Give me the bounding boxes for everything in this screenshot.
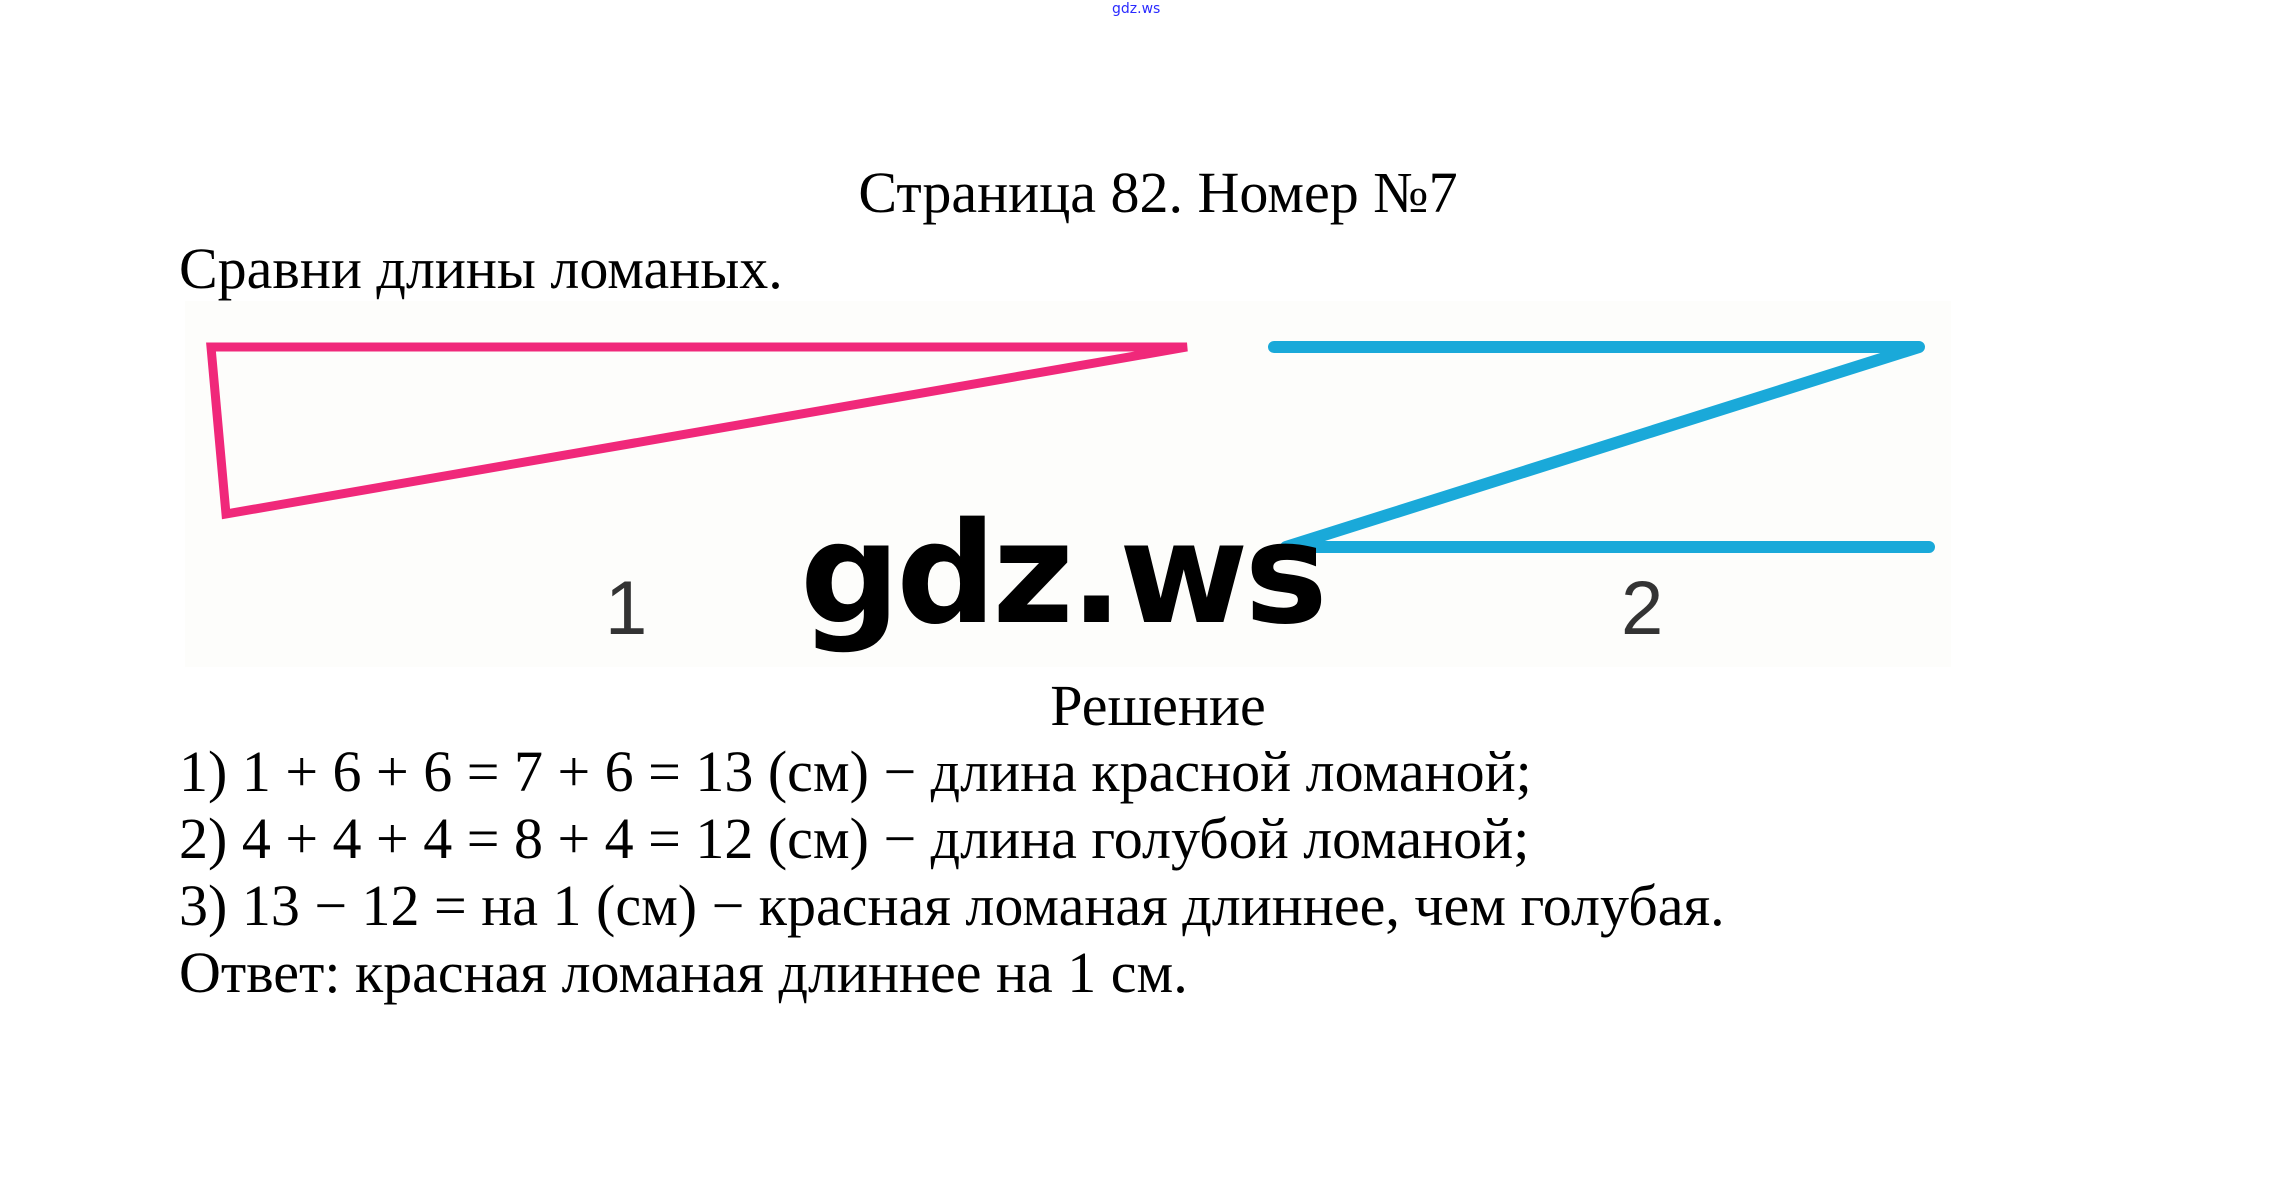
watermark-big: gdz.ws (800, 493, 1328, 656)
solution-heading: Решение (1050, 673, 1266, 738)
task-text: Сравни длины ломаных. (179, 236, 783, 301)
polylines-drawing (206, 341, 1935, 553)
red-polyline (206, 342, 1188, 520)
watermark-top: gdz.ws (1112, 1, 1161, 17)
polylines-figure: 1 2 (185, 301, 1951, 667)
solution-line-2: 2) 4 + 4 + 4 = 8 + 4 = 12 (см) − длина г… (179, 806, 1530, 871)
polyline-1-label: 1 (605, 566, 648, 651)
page-title: Страница 82. Номер №7 (858, 160, 1458, 225)
solution-line-1: 1) 1 + 6 + 6 = 7 + 6 = 13 (см) − длина к… (179, 739, 1532, 804)
answer-line: Ответ: красная ломаная длиннее на 1 см. (179, 940, 1188, 1005)
solution-line-3: 3) 13 − 12 = на 1 (см) − красная ломаная… (179, 873, 1725, 938)
polyline-2-label: 2 (1621, 566, 1664, 651)
blue-polyline (1268, 341, 1935, 553)
